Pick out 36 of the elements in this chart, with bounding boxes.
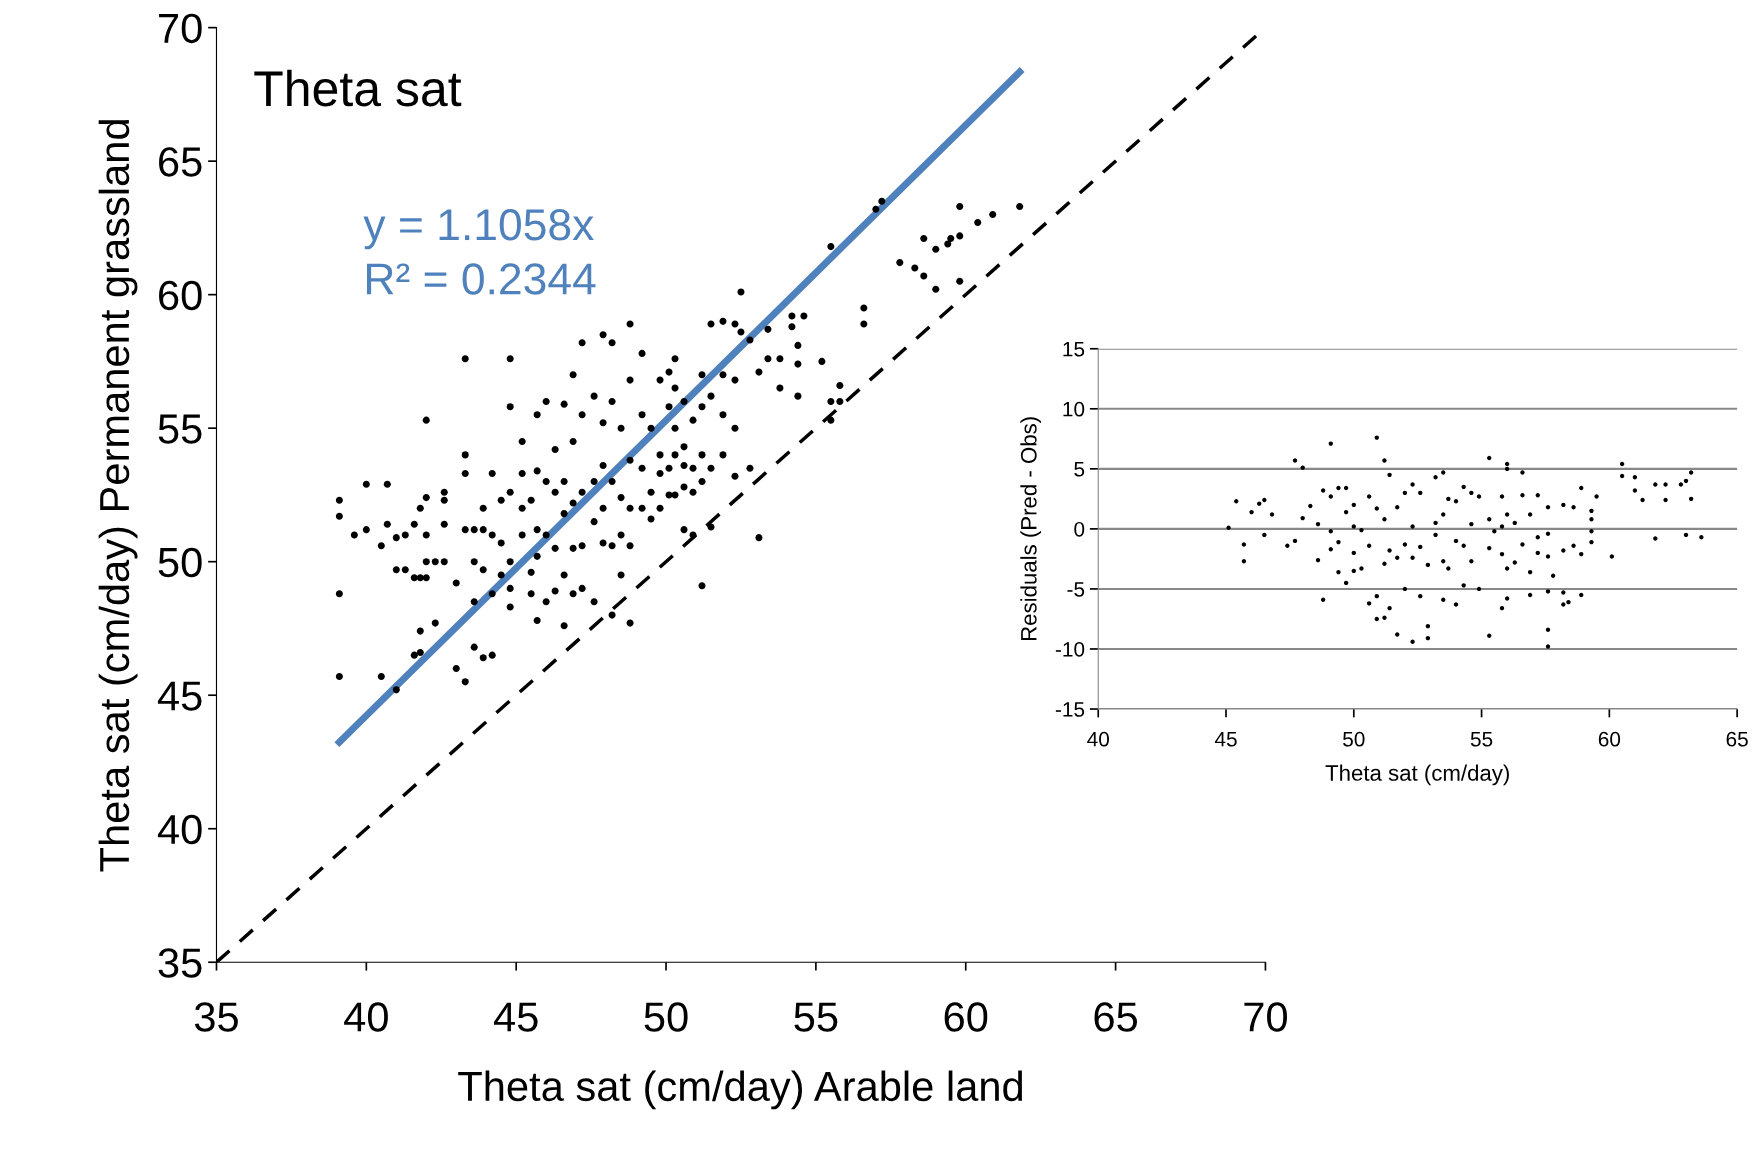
x-tick-label: 35: [194, 1002, 238, 1032]
x-tick-label: 60: [1598, 731, 1621, 747]
y-tick-label: 5: [1074, 462, 1085, 477]
y-tick-label: -15: [1055, 702, 1085, 717]
x-tick-label: 40: [344, 1002, 388, 1032]
x-tick-label: 65: [1094, 1002, 1138, 1032]
y-tick-label: 60: [159, 280, 202, 311]
x-axis-title: Theta sat (cm/day) Arable land: [458, 1070, 1022, 1110]
y-tick-label: -10: [1055, 641, 1085, 657]
y-tick-label: 35: [158, 948, 202, 978]
y-axis-title: Residuals (Pred - Obs): [1020, 417, 1042, 641]
x-tick-label: 55: [794, 1002, 838, 1032]
y-axis-title: Theta sat (cm/day) Permanent grassland: [98, 120, 138, 872]
x-tick-label: 60: [944, 1002, 988, 1032]
x-axis-title: Theta sat (cm/day): [1325, 764, 1509, 786]
x-tick-label: 45: [493, 1002, 538, 1032]
y-tick-label: 50: [158, 547, 202, 578]
y-tick-label: 40: [157, 814, 202, 845]
x-tick-label: 45: [1214, 732, 1237, 747]
y-tick-label: 0: [1074, 521, 1085, 537]
x-tick-label: 50: [644, 1002, 688, 1032]
y-tick-label: 45: [157, 681, 202, 711]
x-tick-label: 65: [1726, 731, 1748, 747]
y-tick-label: 10: [1063, 401, 1085, 417]
x-tick-label: 70: [1244, 1002, 1287, 1032]
x-tick-label: 55: [1470, 732, 1493, 747]
x-tick-label: 50: [1343, 731, 1365, 747]
y-tick-label: 70: [159, 13, 202, 44]
annotation: y = 1.1058x: [363, 209, 594, 250]
annotation: R² = 0.2344: [366, 263, 596, 295]
y-tick-label: -5: [1067, 582, 1085, 597]
x-tick-label: 40: [1087, 731, 1110, 747]
y-tick-label: 55: [158, 414, 202, 444]
y-tick-label: 15: [1063, 341, 1085, 357]
y-tick-label: 65: [159, 147, 202, 177]
text: Theta sat: [254, 69, 462, 107]
